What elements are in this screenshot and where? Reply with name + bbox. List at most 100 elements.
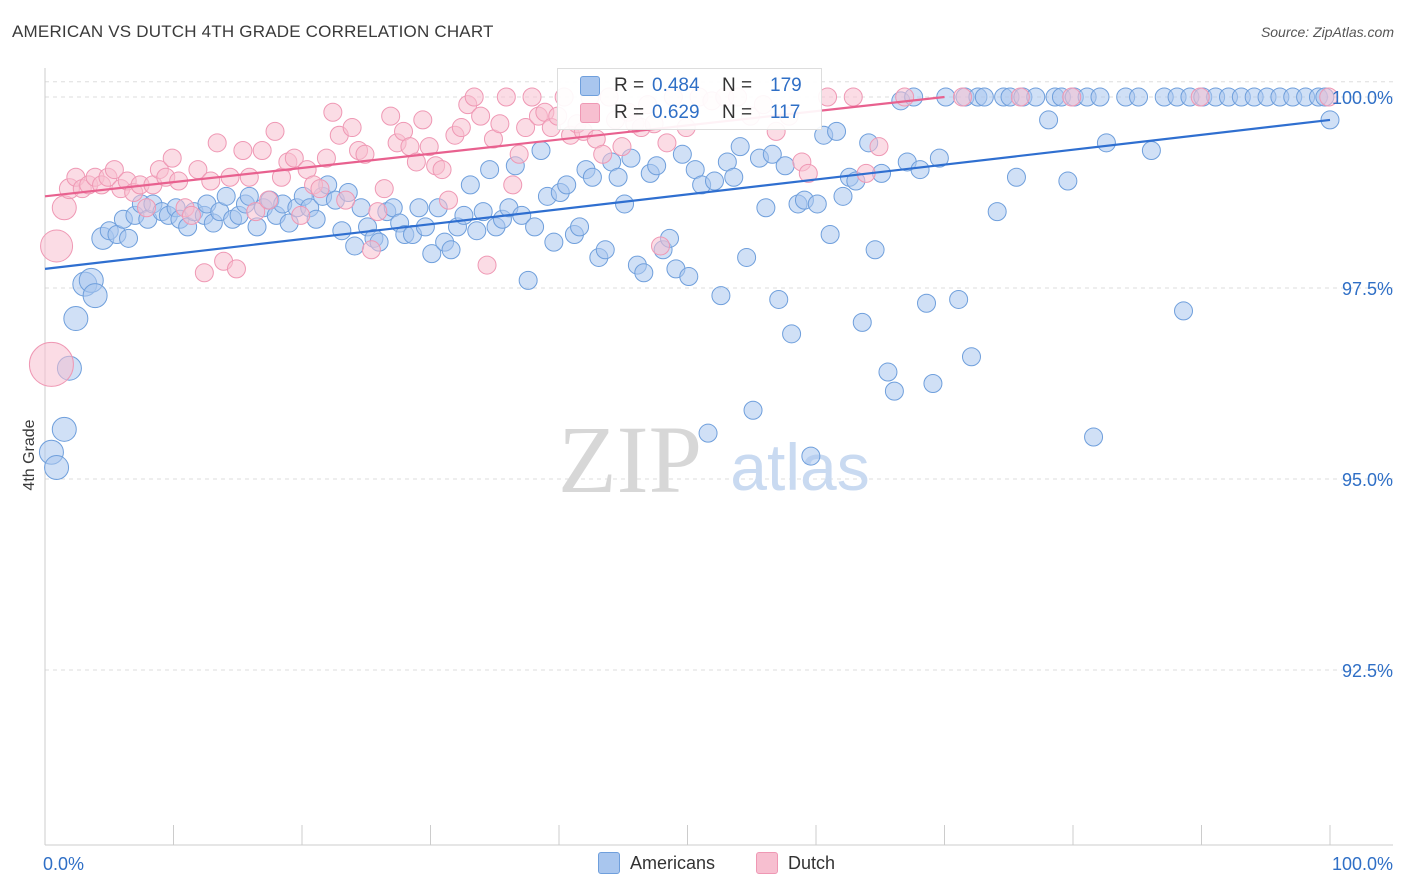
dutch-point <box>291 205 311 225</box>
dutch-point <box>522 87 542 107</box>
dutch-point <box>355 144 375 164</box>
americans-point <box>974 87 994 107</box>
americans-point <box>743 400 763 420</box>
y-tick-label: 92.5% <box>1342 661 1393 681</box>
dutch-point <box>374 179 394 199</box>
americans-point <box>570 217 590 237</box>
americans-point <box>51 416 77 442</box>
dutch-point <box>657 133 677 153</box>
dutch-point <box>40 229 74 263</box>
legend-americans[interactable]: Americans <box>598 852 715 874</box>
americans-point <box>852 312 872 332</box>
dutch-point <box>438 190 458 210</box>
dutch-point <box>490 114 510 134</box>
americans-legend-swatch <box>598 852 620 874</box>
stats-legend: R = 0.484 N = 179 R = 0.629 N = 117 <box>557 68 822 130</box>
americans-point <box>987 202 1007 222</box>
dutch-point <box>104 160 124 180</box>
legend-row-americans: R = 0.484 N = 179 <box>558 72 802 100</box>
legend-dutch[interactable]: Dutch <box>756 852 835 874</box>
americans-point <box>1058 171 1078 191</box>
americans-point <box>595 240 615 260</box>
legend-row-dutch: R = 0.629 N = 117 <box>558 99 800 127</box>
dutch-point <box>451 118 471 138</box>
americans-point <box>923 374 943 393</box>
americans-point <box>961 347 981 367</box>
dutch-point <box>207 133 227 153</box>
americans-point <box>647 156 667 176</box>
americans-point <box>679 267 699 287</box>
n-label: N = <box>722 102 753 123</box>
americans-point <box>525 217 545 237</box>
americans-point <box>917 293 937 313</box>
chart-title: AMERICAN VS DUTCH 4TH GRADE CORRELATION … <box>12 22 494 41</box>
dutch-point <box>477 255 497 275</box>
americans-point <box>473 202 493 222</box>
n-label: N = <box>722 75 753 96</box>
dutch-point <box>413 110 433 130</box>
dutch-point <box>342 118 362 138</box>
americans-point <box>82 283 108 309</box>
dutch-point <box>368 202 388 222</box>
dutch-point <box>323 102 343 122</box>
dutch-point <box>336 190 356 210</box>
americans-point <box>704 171 724 191</box>
dutch-point <box>869 137 889 157</box>
americans-point <box>216 186 236 206</box>
americans-point <box>1006 167 1026 187</box>
americans-point <box>878 362 898 382</box>
americans-point <box>833 186 853 206</box>
y-tick-label: 95.0% <box>1342 470 1393 490</box>
americans-point <box>480 160 500 180</box>
americans-trend-line <box>44 118 1331 270</box>
americans-point <box>1096 133 1116 153</box>
dutch-point <box>432 160 452 180</box>
americans-point <box>807 194 827 214</box>
y-tick-labels: 92.5% 95.0% 97.5% 100.0% <box>1332 88 1393 681</box>
americans-point <box>698 423 718 443</box>
dutch-point <box>316 148 336 168</box>
dutch-point <box>181 205 201 225</box>
americans-point <box>820 225 840 245</box>
americans-point <box>345 236 365 256</box>
dutch-point <box>471 106 491 126</box>
americans-point <box>422 244 442 264</box>
x-tick-label-min: 0.0% <box>43 854 84 874</box>
dutch-point <box>137 198 157 218</box>
dutch-point <box>284 148 304 168</box>
dutch-point <box>503 175 523 195</box>
americans-point <box>557 175 577 195</box>
americans-point <box>518 270 538 290</box>
americans-point <box>608 167 628 187</box>
dutch-point <box>259 190 279 210</box>
dutch-point <box>651 236 671 256</box>
dutch-point <box>895 87 915 107</box>
dutch-point <box>798 163 818 183</box>
dutch-point <box>1319 87 1339 107</box>
dutch-point <box>246 202 266 222</box>
watermark-zip: ZIP <box>558 406 702 513</box>
americans-point <box>1141 140 1161 160</box>
americans-point <box>711 286 731 306</box>
americans-point <box>737 247 757 267</box>
watermark-atlas: atlas <box>730 430 869 504</box>
dutch-point <box>496 87 516 107</box>
americans-point <box>769 289 789 309</box>
americans-point <box>409 198 429 218</box>
y-tick-label: 97.5% <box>1342 279 1393 299</box>
americans-point <box>441 240 461 260</box>
dutch-point <box>226 259 246 279</box>
americans-point <box>775 156 795 176</box>
americans-legend-label: Americans <box>630 852 716 873</box>
dutch-point <box>516 118 536 138</box>
dutch-point <box>612 137 632 157</box>
americans-point <box>730 137 750 157</box>
dutch-point <box>201 171 221 191</box>
dutch-point <box>464 87 484 107</box>
dutch-point <box>593 144 613 164</box>
dutch-point <box>509 144 529 164</box>
americans-point <box>756 198 776 218</box>
americans-point <box>801 446 821 466</box>
americans-point <box>467 221 487 241</box>
dutch-point <box>252 140 272 160</box>
